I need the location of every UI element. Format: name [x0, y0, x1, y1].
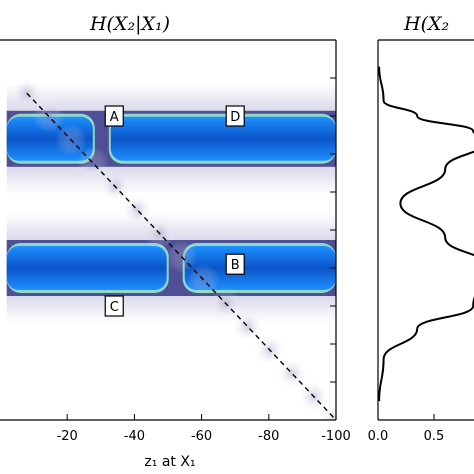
density-x-tick-label-0: 0.0	[368, 429, 389, 444]
region-label-box-2	[225, 253, 245, 275]
heatmap-axes: -20 -40 -60 -80 -100 A D B C	[0, 39, 351, 444]
region-label-box-0	[104, 105, 124, 127]
diagonal-dashed-line	[26, 92, 337, 421]
heatmap-x-tick-label-1: -40	[124, 429, 145, 444]
region-label-B: B	[231, 258, 240, 273]
region-label-D: D	[230, 110, 240, 125]
density-curve	[378, 66, 474, 402]
density-x-tick-label-1: 0.5	[424, 429, 445, 444]
heatmap-x-tick-label-4: -100	[321, 429, 351, 444]
heatmap-title: H(X₂|X₁)	[89, 13, 170, 35]
heatmap-x-tick-label-2: -60	[191, 429, 212, 444]
region-label-A: A	[110, 110, 119, 125]
diagonal-glow-0	[10, 77, 43, 110]
heatmap-x-tick-label-3: -80	[258, 429, 279, 444]
heatmap-x-tick-label-0: -20	[57, 429, 78, 444]
region-label-C: C	[110, 300, 119, 315]
band-core-right-1	[184, 246, 336, 290]
region-label-box-1	[225, 105, 245, 127]
band-core-right-0	[110, 116, 336, 161]
region-label-box-3	[104, 295, 124, 317]
density-title: H(X₂	[403, 13, 449, 35]
density-panel: 0.0 0.5	[368, 39, 474, 444]
heatmap-panel	[0, 40, 336, 420]
band-core-left-1	[6, 246, 167, 290]
heatmap-x-axis-label: z₁ at X₁	[144, 454, 195, 470]
